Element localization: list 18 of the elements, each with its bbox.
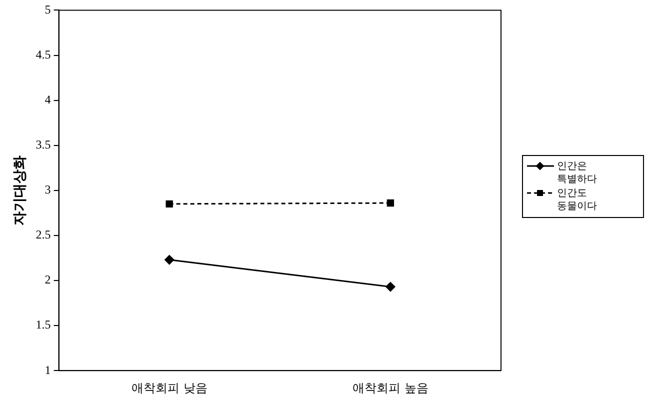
y-tick-label: 3 bbox=[44, 182, 51, 197]
y-tick-label: 2.5 bbox=[36, 228, 51, 242]
y-tick-label: 4.5 bbox=[36, 47, 51, 62]
point bbox=[164, 255, 174, 265]
legend-label: 인간도 동물이다 bbox=[557, 187, 598, 213]
y-tick-label: 4 bbox=[44, 92, 51, 106]
y-tick-label: 2 bbox=[44, 272, 51, 287]
y-axis-title: 자기대상화 bbox=[12, 155, 28, 226]
y-tick-label: 1 bbox=[44, 362, 51, 377]
point bbox=[386, 199, 394, 207]
x-tick-label: 애착회피 낮음 bbox=[131, 380, 208, 395]
x-tick-label: 애착회피 높음 bbox=[352, 380, 428, 395]
y-tick-label: 1.5 bbox=[36, 318, 51, 332]
y-tick-label: 5 bbox=[44, 2, 51, 16]
point bbox=[386, 282, 396, 292]
legend-label: 인간은 특별하다 bbox=[557, 160, 598, 186]
point bbox=[166, 200, 173, 208]
y-tick-label: 3.5 bbox=[36, 138, 51, 152]
